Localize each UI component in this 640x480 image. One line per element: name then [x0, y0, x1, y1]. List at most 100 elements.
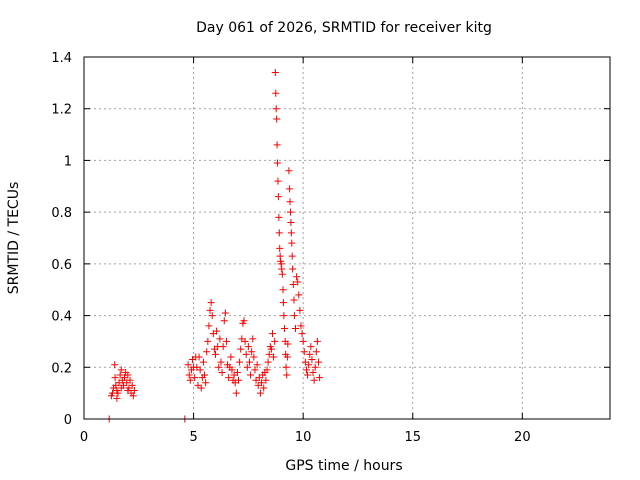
data-point: [276, 244, 284, 252]
data-point: [128, 381, 136, 389]
data-point: [287, 229, 295, 237]
data-point: [197, 384, 205, 392]
data-point: [307, 343, 315, 351]
data-point: [312, 348, 320, 356]
data-point: [247, 371, 255, 379]
x-tick-label: 10: [295, 430, 312, 445]
tick-labels: 0 5 10 15 20 0 0.2 0.4 0.6 0.8 1 1.2 1.4: [51, 51, 530, 445]
data-point: [264, 358, 272, 366]
data-point: [280, 312, 288, 320]
data-point: [271, 337, 279, 345]
data-point: [260, 384, 268, 392]
y-axis-label: SRMTID / TECUs: [6, 182, 22, 295]
data-point: [130, 387, 138, 395]
data-point: [228, 366, 236, 374]
data-point: [265, 350, 273, 358]
data-point: [284, 340, 292, 348]
y-tick-label: 1.4: [51, 51, 72, 66]
data-point: [258, 379, 266, 387]
data-point: [208, 312, 216, 320]
y-tick-label: 1.2: [51, 103, 72, 118]
data-point: [124, 371, 132, 379]
data-point: [279, 299, 287, 307]
data-point: [295, 291, 303, 299]
data-point: [243, 363, 251, 371]
data-point: [201, 371, 209, 379]
data-point: [286, 185, 294, 193]
data-point: [278, 270, 286, 278]
data-point: [203, 348, 211, 356]
data-point: [207, 299, 215, 307]
data-point: [288, 239, 296, 247]
data-point: [288, 252, 296, 260]
data-point: [306, 350, 314, 358]
grid: [84, 57, 610, 419]
data-point: [299, 337, 307, 345]
data-point: [212, 350, 219, 358]
data-point: [272, 105, 280, 113]
data-point: [287, 218, 295, 226]
data-point: [199, 358, 207, 366]
data-point: [111, 361, 119, 369]
data-point: [235, 376, 243, 384]
data-point: [290, 296, 298, 304]
data-point: [315, 358, 323, 366]
data-point: [114, 389, 122, 397]
data-point: [206, 306, 214, 314]
data-point: [237, 345, 245, 353]
data-point: [221, 309, 229, 317]
data-point: [282, 363, 290, 371]
data-point: [186, 376, 194, 384]
data-point: [289, 265, 297, 273]
data-point: [300, 348, 308, 356]
data-point: [263, 366, 271, 374]
y-tick-label: 1: [64, 154, 72, 169]
axis-ticks: [83, 56, 610, 420]
data-point: [281, 325, 289, 332]
data-points: [105, 69, 324, 423]
data-point: [117, 366, 125, 374]
data-point: [271, 69, 279, 77]
data-point: [310, 376, 318, 384]
data-point: [196, 366, 204, 374]
data-point: [204, 337, 212, 345]
data-point: [227, 353, 235, 361]
x-tick-label: 20: [514, 430, 531, 445]
data-point: [217, 358, 225, 366]
data-point: [126, 376, 134, 384]
data-point: [129, 392, 137, 400]
data-point: [313, 337, 321, 345]
data-point: [256, 389, 264, 397]
y-tick-label: 0.2: [51, 361, 72, 376]
data-point: [291, 325, 299, 332]
data-point: [283, 353, 291, 361]
data-point: [262, 376, 270, 384]
data-point: [244, 343, 252, 351]
x-tick-label: 0: [80, 430, 88, 445]
data-point: [305, 361, 313, 369]
data-point: [286, 198, 294, 206]
data-point: [215, 363, 223, 371]
data-point: [297, 322, 305, 330]
data-point: [251, 366, 259, 374]
data-point: [242, 350, 250, 358]
data-point: [316, 374, 324, 382]
data-point: [274, 193, 282, 201]
data-point: [273, 115, 281, 123]
data-point: [222, 337, 230, 345]
data-point: [195, 353, 203, 361]
plot-frame: [83, 56, 611, 420]
data-point: [249, 335, 257, 343]
data-point: [298, 330, 306, 338]
data-point: [294, 278, 302, 286]
data-point: [253, 361, 261, 369]
data-point: [124, 387, 132, 395]
data-point: [213, 327, 221, 335]
data-point: [184, 361, 192, 369]
data-point: [267, 345, 275, 353]
data-point: [220, 317, 228, 325]
data-point: [278, 265, 286, 273]
data-point: [275, 213, 283, 221]
data-point: [232, 389, 240, 397]
data-point: [225, 374, 233, 382]
